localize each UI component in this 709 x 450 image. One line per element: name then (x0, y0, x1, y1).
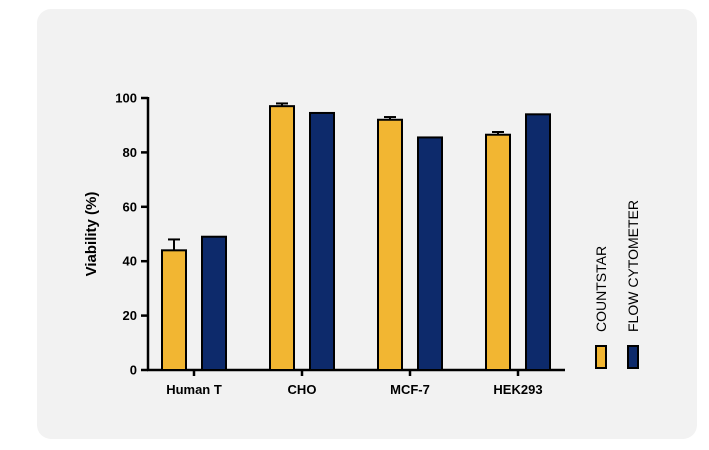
bar (417, 136, 443, 371)
x-axis: Human T CHO MCF-7 HEK293 (147, 368, 565, 397)
x-tick-label: MCF-7 (390, 382, 430, 397)
legend-swatch (595, 345, 607, 369)
bar (377, 118, 403, 372)
legend-swatch (627, 345, 639, 369)
y-axis: 0 20 40 60 80 100 (115, 91, 150, 378)
x-tick-label: CHO (288, 382, 317, 397)
bar (525, 113, 551, 371)
y-tick-label: 100 (115, 91, 137, 106)
bars (161, 105, 551, 372)
error-bars (168, 102, 504, 251)
y-tick-label: 40 (123, 254, 137, 269)
legend-label: COUNTSTAR (593, 246, 609, 332)
y-tick-label: 60 (123, 199, 137, 214)
x-tick-label: HEK293 (493, 382, 542, 397)
bar (201, 235, 227, 371)
y-tick-label: 80 (123, 145, 137, 160)
bar (485, 133, 511, 371)
legend: COUNTSTAR FLOW CYTOMETER (593, 200, 641, 369)
y-tick-label: 0 (130, 363, 137, 378)
bar (309, 111, 335, 372)
x-tick-label: Human T (166, 382, 222, 397)
bar (269, 105, 295, 371)
y-axis-title: Viability (%) (83, 192, 100, 277)
bar (161, 249, 187, 372)
y-tick-label: 20 (123, 308, 137, 323)
legend-label: FLOW CYTOMETER (625, 200, 641, 332)
